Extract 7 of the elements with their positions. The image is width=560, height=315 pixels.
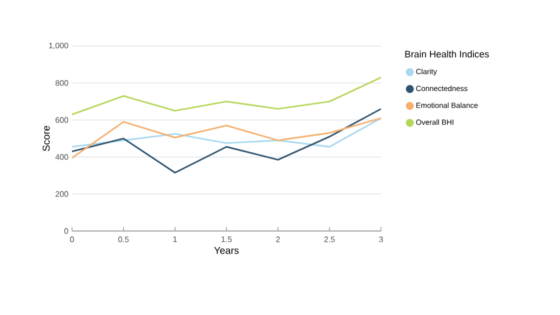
x-axis-title: Years [214, 246, 239, 254]
line-series [72, 76, 382, 116]
legend-title: Brain Health Indices [405, 50, 489, 58]
line-series [72, 117, 382, 148]
y-axis-title: Score [42, 126, 50, 152]
line-series [72, 108, 382, 174]
line-series [72, 117, 382, 159]
